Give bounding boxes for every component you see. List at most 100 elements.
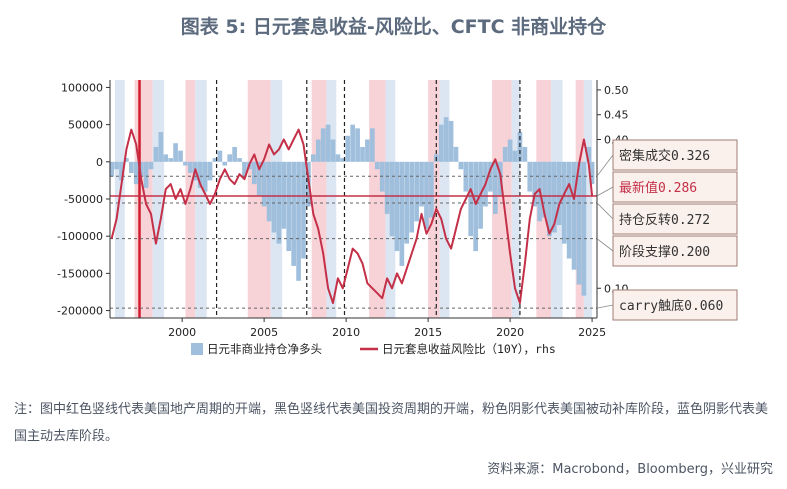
position-bar <box>222 161 228 166</box>
position-bar <box>138 161 144 177</box>
page-title: 图表 5: 日元套息收益-风险比、CFTC 非商业持仓 <box>180 16 607 38</box>
right-tick-label: 0.50 <box>604 84 629 97</box>
bar-layer <box>109 117 595 296</box>
position-bar <box>571 161 577 270</box>
left-tick-label: 100000 <box>61 81 103 94</box>
position-bar <box>168 158 174 162</box>
position-bar <box>173 143 178 162</box>
position-bar <box>365 139 370 162</box>
annotation-layer: 密集成交0.326 最新值0.286 持仓反转0.272 阶段支撑0.200 carry… <box>596 139 738 321</box>
annotation-label-2: 持仓反转0.272 <box>619 213 710 228</box>
pink-shade-2 <box>247 80 271 318</box>
position-bar <box>493 161 498 214</box>
position-bar <box>197 161 203 188</box>
carry-ratio-line <box>110 128 594 305</box>
blue-shade-7 <box>511 80 520 318</box>
position-bar <box>325 124 331 162</box>
annotation-box-2 <box>612 203 738 235</box>
position-bar <box>394 161 400 252</box>
position-bar <box>453 146 459 162</box>
blue-shade-9 <box>583 80 593 318</box>
position-bar <box>242 161 247 177</box>
position-bar <box>384 161 390 214</box>
position-bar <box>232 146 237 162</box>
position-bar <box>512 150 518 162</box>
pink-shade-1 <box>185 80 196 318</box>
legend-bar-swatch <box>191 343 203 355</box>
left-tick-label: 50000 <box>68 119 103 132</box>
position-bar <box>374 161 380 170</box>
x-tick-label: 2000 <box>168 326 196 339</box>
position-bar <box>158 132 164 162</box>
position-bar <box>163 154 169 162</box>
annotation-box-0 <box>612 139 738 171</box>
position-bar <box>414 161 419 222</box>
chart-note: 注：图中红色竖线代表美国地产周期的开端，黑色竖线代表美国投资周期的开端，粉色阴影… <box>14 402 769 444</box>
position-bar <box>552 161 557 233</box>
position-bar <box>330 139 336 162</box>
left-tick-label: -50000 <box>64 193 103 206</box>
position-bar <box>271 161 277 233</box>
position-bar <box>256 161 262 196</box>
left-tick-label: -200000 <box>57 305 103 318</box>
position-bar <box>507 139 513 162</box>
position-bar <box>315 139 321 162</box>
position-bar <box>350 124 356 162</box>
position-bar <box>443 117 449 162</box>
x-tick-label: 2020 <box>496 326 524 339</box>
position-bar <box>251 161 257 185</box>
position-bar <box>183 161 188 166</box>
pink-shade-4 <box>369 80 386 318</box>
annotation-box-1 <box>612 171 738 203</box>
position-bar <box>124 158 129 162</box>
position-bar <box>227 154 233 162</box>
position-bar <box>448 120 454 162</box>
annotation-label-3: 阶段支撑0.200 <box>619 245 710 260</box>
position-bar <box>261 161 267 207</box>
position-bar <box>576 161 582 285</box>
position-bar <box>581 161 587 296</box>
annotation-box-3 <box>612 235 738 267</box>
line-layer <box>110 128 594 305</box>
right-tick-label: 0.45 <box>604 109 629 122</box>
position-bar <box>296 161 301 281</box>
position-bar <box>355 128 360 162</box>
annotation-label-4: carry触底0.060 <box>619 298 723 314</box>
position-bar <box>360 146 365 162</box>
annotation-label-1: 最新值0.286 <box>619 180 697 196</box>
x-tick-label: 2010 <box>332 326 360 339</box>
pink-shade-5 <box>428 80 440 318</box>
refline-layer <box>110 175 597 309</box>
annotation-label-0: 密集成交0.326 <box>619 148 710 164</box>
position-bar <box>335 154 341 162</box>
position-bar <box>527 161 533 192</box>
legend: 日元非商业持仓净多头 日元套息收益风险比（10Y），rhs <box>191 342 556 356</box>
legend-bar-label: 日元非商业持仓净多头 <box>207 342 322 356</box>
position-bar <box>502 146 508 162</box>
position-bar <box>586 146 592 162</box>
legend-line-label: 日元套息收益风险比（10Y），rhs <box>382 342 556 356</box>
position-bar <box>473 161 478 252</box>
blue-shade-6 <box>439 80 450 318</box>
left-tick-label: 0 <box>96 156 103 169</box>
position-bar <box>178 150 183 162</box>
position-bar <box>237 158 242 162</box>
position-bar <box>458 161 464 170</box>
blue-shade-2 <box>195 80 207 318</box>
position-bar <box>468 161 474 237</box>
position-bar <box>114 161 119 170</box>
position-bar <box>547 161 552 237</box>
pink-shade-0 <box>134 80 153 318</box>
position-bar <box>340 158 346 162</box>
left-tick-label: -100000 <box>57 230 103 243</box>
pink-shade-3 <box>311 80 327 318</box>
position-bar <box>153 146 159 162</box>
position-bar <box>542 161 547 218</box>
position-bar <box>566 161 572 259</box>
annotation-box-4 <box>612 289 738 321</box>
position-bar <box>320 128 326 162</box>
position-bar <box>133 161 139 185</box>
position-bar <box>389 161 395 237</box>
position-bar <box>148 161 154 170</box>
